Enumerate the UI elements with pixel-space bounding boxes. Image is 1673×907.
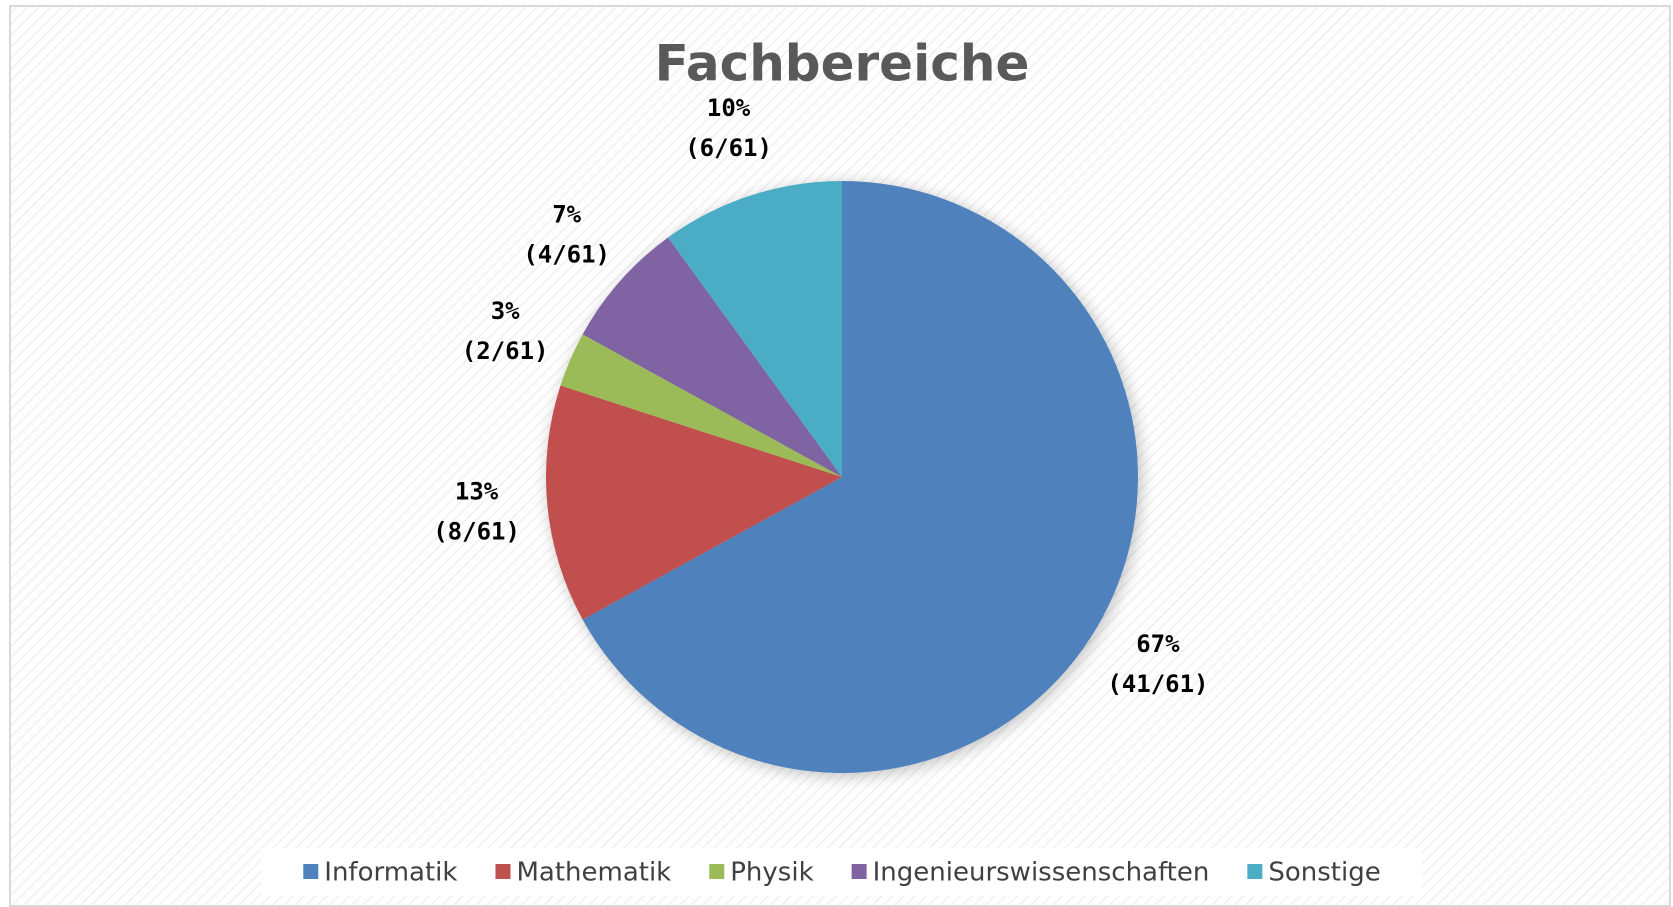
- data-label-count: (4/61): [523, 240, 610, 268]
- pie-slice: [668, 181, 842, 477]
- legend-label: Ingenieurswissenschaften: [873, 858, 1210, 888]
- data-label-count: (41/61): [1107, 670, 1208, 698]
- legend-swatch: [303, 864, 319, 879]
- legend-swatch: [1247, 864, 1263, 879]
- data-label-count: (2/61): [462, 337, 549, 365]
- data-label-count: (8/61): [433, 518, 520, 546]
- data-label: 13%: [455, 478, 499, 506]
- data-label: 3%: [491, 297, 520, 325]
- legend-label: Physik: [730, 858, 813, 888]
- chart-title: Fachbereiche: [655, 35, 1030, 93]
- legend-label: Informatik: [324, 858, 457, 888]
- legend-background: [261, 848, 1422, 896]
- data-label: 10%: [707, 94, 751, 122]
- legend-label: Mathematik: [516, 858, 671, 888]
- pie-slice: [582, 237, 842, 477]
- legend-swatch: [851, 864, 867, 879]
- data-label: 7%: [552, 200, 581, 228]
- pie-slice: [560, 334, 842, 477]
- pie: [545, 181, 1138, 773]
- legend-label: Sonstige: [1268, 858, 1380, 888]
- pie-slice: [582, 181, 1138, 773]
- legend-swatch: [709, 864, 725, 879]
- data-label-count: (6/61): [685, 134, 772, 162]
- data-label: 67%: [1136, 630, 1180, 658]
- legend-swatch: [495, 864, 511, 879]
- pie-slice: [545, 385, 842, 620]
